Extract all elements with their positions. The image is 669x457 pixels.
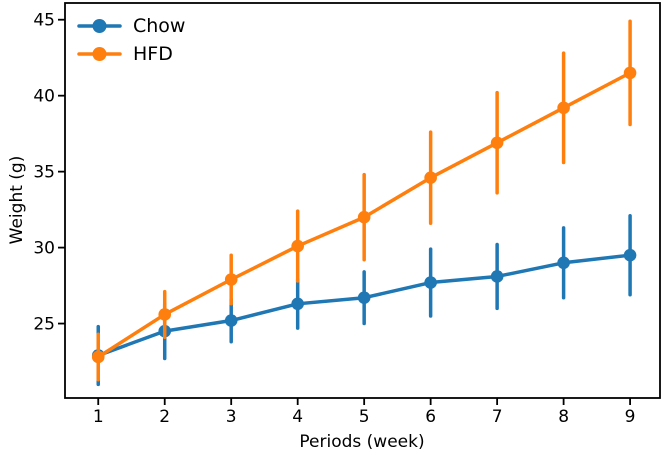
data-point-hfd bbox=[623, 66, 637, 80]
data-point-hfd bbox=[357, 210, 371, 224]
legend-label-chow: Chow bbox=[133, 15, 185, 37]
x-tick-label: 3 bbox=[226, 407, 237, 427]
data-point-chow bbox=[424, 276, 437, 289]
data-point-hfd bbox=[224, 273, 238, 286]
legend-label-hfd: HFD bbox=[133, 43, 173, 65]
x-tick-label: 5 bbox=[359, 407, 370, 427]
y-axis-label: Weight (g) bbox=[7, 156, 27, 245]
data-point-hfd bbox=[91, 350, 105, 364]
x-tick-label: 8 bbox=[558, 407, 569, 427]
y-tick-label: 40 bbox=[33, 87, 55, 107]
x-tick-label: 1 bbox=[93, 407, 104, 427]
data-point-chow bbox=[357, 291, 371, 305]
y-tick-label: 35 bbox=[33, 163, 55, 183]
data-point-hfd bbox=[158, 308, 172, 321]
data-point-chow bbox=[490, 270, 504, 283]
legend-marker-chow bbox=[92, 19, 107, 33]
x-tick-label: 9 bbox=[625, 407, 636, 427]
x-tick-label: 4 bbox=[292, 407, 303, 427]
x-tick-label: 7 bbox=[492, 407, 503, 427]
x-tick-label: 2 bbox=[159, 407, 170, 427]
x-axis-label: Periods (week) bbox=[299, 432, 424, 452]
y-tick-label: 25 bbox=[33, 315, 55, 335]
data-point-hfd bbox=[424, 171, 437, 185]
data-point-chow bbox=[224, 314, 238, 327]
y-tick-label: 30 bbox=[33, 239, 55, 259]
y-tick-label: 45 bbox=[33, 11, 55, 31]
legend: Chow HFD bbox=[133, 15, 185, 65]
data-point-chow bbox=[623, 248, 637, 262]
x-tick-label: 6 bbox=[425, 407, 436, 427]
legend-marker-hfd bbox=[92, 47, 107, 61]
data-point-hfd bbox=[490, 136, 504, 150]
axes-frame bbox=[64, 2, 661, 399]
data-point-hfd bbox=[557, 101, 570, 115]
data-point-chow bbox=[291, 297, 304, 311]
data-point-chow bbox=[557, 256, 570, 270]
data-point-hfd bbox=[291, 239, 304, 253]
